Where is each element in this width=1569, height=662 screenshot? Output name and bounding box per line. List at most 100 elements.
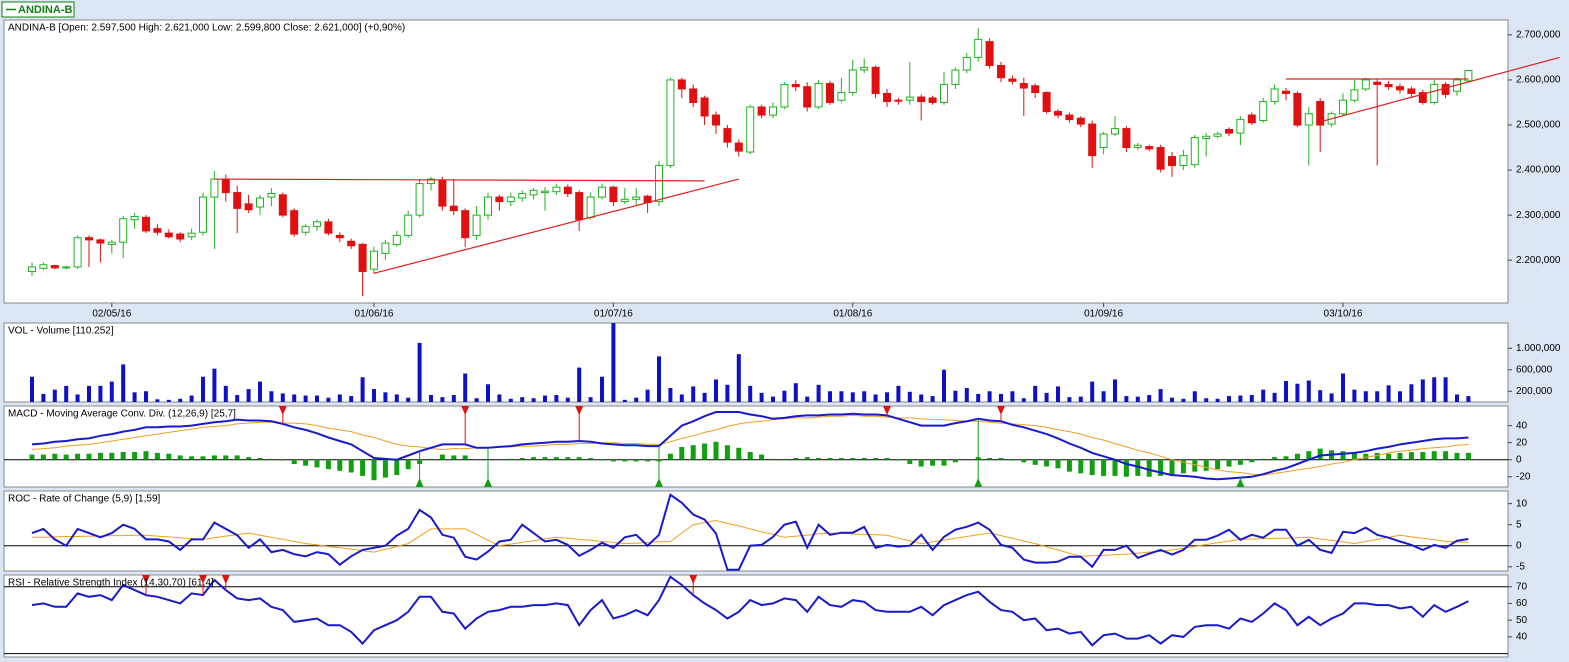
candle-body: [187, 232, 196, 238]
candle-body: [632, 196, 641, 200]
candle-body: [1407, 88, 1416, 94]
indicator-line: [31, 493, 1469, 571]
candle-body: [780, 83, 789, 108]
histogram-bar: [246, 457, 252, 460]
histogram-bar: [1237, 459, 1243, 465]
volume-bar: [121, 364, 126, 402]
y-tick-label: 70: [1516, 581, 1528, 592]
candle-body: [1293, 92, 1302, 126]
y-tick-label: 40: [1516, 420, 1528, 431]
volume-bar: [1158, 389, 1163, 402]
volume-bar: [201, 376, 205, 402]
histogram-bar: [667, 453, 673, 460]
volume-bar: [942, 369, 946, 402]
histogram-bar: [223, 455, 229, 460]
candle-body: [1350, 89, 1359, 101]
candle-body: [199, 196, 207, 233]
histogram-bar: [850, 458, 856, 460]
volume-bar: [714, 379, 718, 402]
histogram-bar: [154, 452, 160, 460]
histogram-bar: [120, 452, 126, 460]
candle-body: [1225, 129, 1233, 134]
histogram-bar: [166, 453, 172, 460]
sell-signal: [689, 575, 698, 584]
candle-body: [256, 197, 264, 208]
panel: [3, 490, 1509, 572]
candle-body: [1099, 133, 1108, 149]
candle-body: [438, 179, 447, 207]
volume-bar: [394, 394, 399, 402]
candle-body: [267, 192, 276, 198]
volume-bar: [793, 383, 798, 402]
volume-bar: [759, 392, 764, 402]
histogram-bar: [132, 452, 138, 460]
histogram-bar: [1386, 453, 1392, 460]
candle-body: [655, 165, 663, 203]
histogram-bar: [952, 459, 958, 463]
candle-body: [1145, 146, 1154, 150]
candle-body: [358, 243, 367, 272]
candle-body: [119, 218, 128, 243]
volume-bar: [987, 391, 992, 402]
candle-body: [1156, 147, 1165, 170]
y-tick-label: 20: [1516, 437, 1528, 448]
histogram-bar: [143, 451, 149, 460]
y-tick-label: -20: [1516, 471, 1531, 482]
volume-bar: [1238, 395, 1243, 402]
histogram-bar: [930, 459, 936, 466]
histogram-bar: [189, 456, 195, 460]
histogram-bar: [348, 459, 354, 473]
volume-bar: [668, 388, 673, 402]
candle-body: [1031, 85, 1040, 94]
volume-bar: [486, 384, 490, 402]
volume-bar: [1124, 396, 1129, 402]
x-tick-label: 01/07/16: [594, 309, 633, 320]
panel: [3, 574, 1509, 658]
volume-bar: [463, 373, 468, 402]
volume-bar: [816, 384, 821, 402]
histogram-bar: [622, 459, 628, 462]
histogram-bar: [1089, 459, 1095, 476]
candle-body: [449, 205, 458, 212]
volume-bar: [1010, 391, 1015, 402]
candle-body: [974, 38, 983, 58]
candle-body: [985, 41, 994, 67]
candle-body: [837, 92, 846, 101]
candle-body: [427, 178, 435, 185]
histogram-bar: [918, 459, 924, 467]
histogram-bar: [1078, 459, 1084, 474]
histogram-bar: [895, 459, 901, 461]
volume-bar: [406, 397, 411, 402]
histogram-bar: [63, 454, 69, 460]
tab-box[interactable]: [1, 1, 75, 18]
y-tick-label: 600,000: [1516, 364, 1553, 375]
histogram-bar: [531, 457, 537, 460]
histogram-bar: [382, 459, 388, 478]
volume-bar: [1170, 397, 1174, 402]
buy-signal: [484, 478, 492, 487]
candle-body: [164, 232, 173, 238]
candle-body: [1168, 156, 1176, 167]
tab-label[interactable]: ANDINA-B: [18, 4, 72, 16]
x-tick-label: 01/06/16: [355, 309, 394, 320]
candle-body: [1304, 113, 1313, 126]
candle-body: [575, 192, 584, 221]
histogram-bar: [747, 452, 753, 460]
volume-bar: [1078, 396, 1083, 402]
histogram-bar: [360, 459, 366, 476]
histogram-bar: [234, 455, 240, 460]
candle-body: [1430, 83, 1439, 103]
candle-body: [586, 196, 595, 218]
volume-bar: [622, 399, 627, 402]
histogram-bar: [1249, 459, 1255, 463]
sell-signal: [221, 575, 230, 584]
panel: [3, 19, 1509, 304]
volume-bar: [907, 391, 912, 402]
histogram-bar: [1283, 456, 1289, 460]
volume-bar: [736, 354, 741, 402]
candle-body: [1111, 128, 1119, 135]
histogram-bar: [1055, 459, 1061, 469]
volume-bar: [292, 394, 297, 402]
symbol-tab[interactable]: ANDINA-B: [1, 1, 75, 18]
